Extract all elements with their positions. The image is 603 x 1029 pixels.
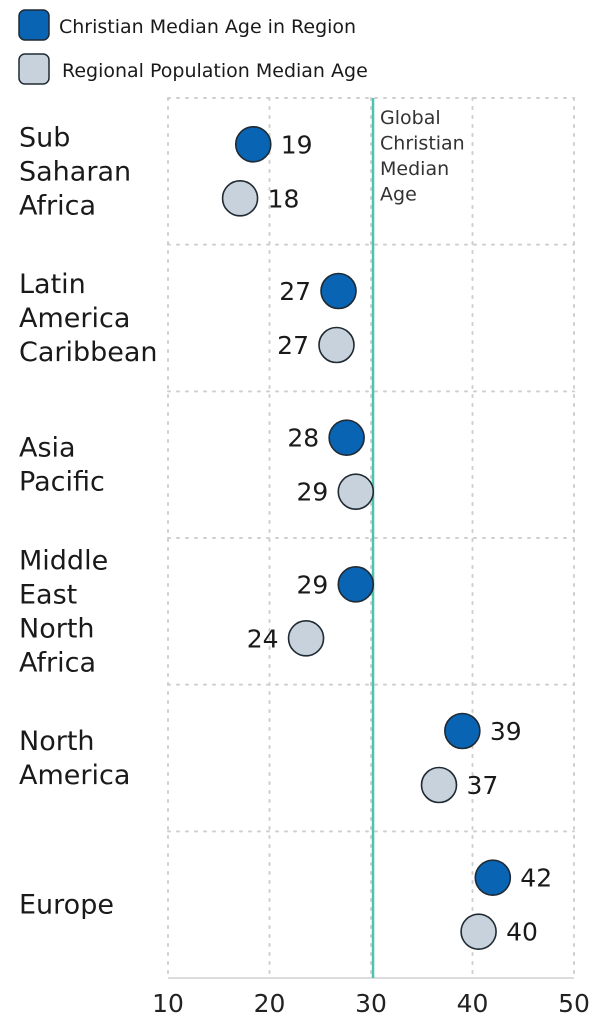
category-label-line: Asia <box>19 433 76 464</box>
data-label: 24 <box>247 624 279 653</box>
category-label-line: America <box>19 303 130 334</box>
x-tick-label: 10 <box>152 989 184 1018</box>
legend-label: Christian Median Age in Region <box>59 16 356 38</box>
category-label-line: Caribbean <box>19 337 158 368</box>
legend-label: Regional Population Median Age <box>62 60 368 82</box>
data-label: 19 <box>281 130 313 159</box>
category-label-line: North <box>19 613 95 644</box>
x-tick-label: 40 <box>457 989 489 1018</box>
x-tick-label: 20 <box>254 989 286 1018</box>
category-label-line: Saharan <box>19 156 131 187</box>
data-point-regional <box>460 913 497 950</box>
x-tick-label: 30 <box>355 989 387 1018</box>
data-point-christian <box>328 419 365 456</box>
category-label-line: Africa <box>19 190 96 221</box>
data-label: 40 <box>506 918 538 947</box>
category-label-line: East <box>19 579 77 610</box>
category-label-line: Pacific <box>19 467 105 498</box>
category-label-line: Sub <box>19 122 70 153</box>
category-label-line: Middle <box>19 545 108 576</box>
data-label: 29 <box>296 478 328 507</box>
category-label-line: America <box>19 760 130 791</box>
reference-line-label-line: Median <box>380 158 449 180</box>
data-point-regional <box>221 180 259 217</box>
data-label: 18 <box>268 184 300 213</box>
x-tick-label: 50 <box>558 989 590 1018</box>
data-point-regional <box>318 326 355 364</box>
legend-swatch-christian <box>18 9 50 41</box>
data-point-christian <box>234 126 272 163</box>
legend-swatch-regional <box>18 53 50 85</box>
category-label-line: Africa <box>19 647 96 678</box>
reference-line-label-line: Age <box>380 184 417 206</box>
data-point-regional <box>420 766 458 804</box>
category-label-line: Europe <box>19 890 114 921</box>
data-label: 27 <box>279 277 311 306</box>
data-label: 42 <box>520 864 552 893</box>
data-label: 28 <box>287 424 319 453</box>
category-label-line: Latin <box>19 269 86 300</box>
data-point-regional <box>287 620 325 657</box>
category-label-line: North <box>19 726 95 757</box>
data-point-christian <box>320 272 357 310</box>
reference-line-label-line: Global <box>380 107 441 129</box>
data-label: 27 <box>277 331 309 360</box>
data-label: 29 <box>296 570 328 599</box>
data-label: 37 <box>467 771 499 800</box>
data-label: 39 <box>490 717 522 746</box>
data-point-christian <box>474 859 512 896</box>
data-point-christian <box>337 566 375 603</box>
reference-line-label-line: Christian <box>380 133 465 155</box>
data-point-christian <box>444 712 481 750</box>
data-point-regional <box>337 473 375 510</box>
